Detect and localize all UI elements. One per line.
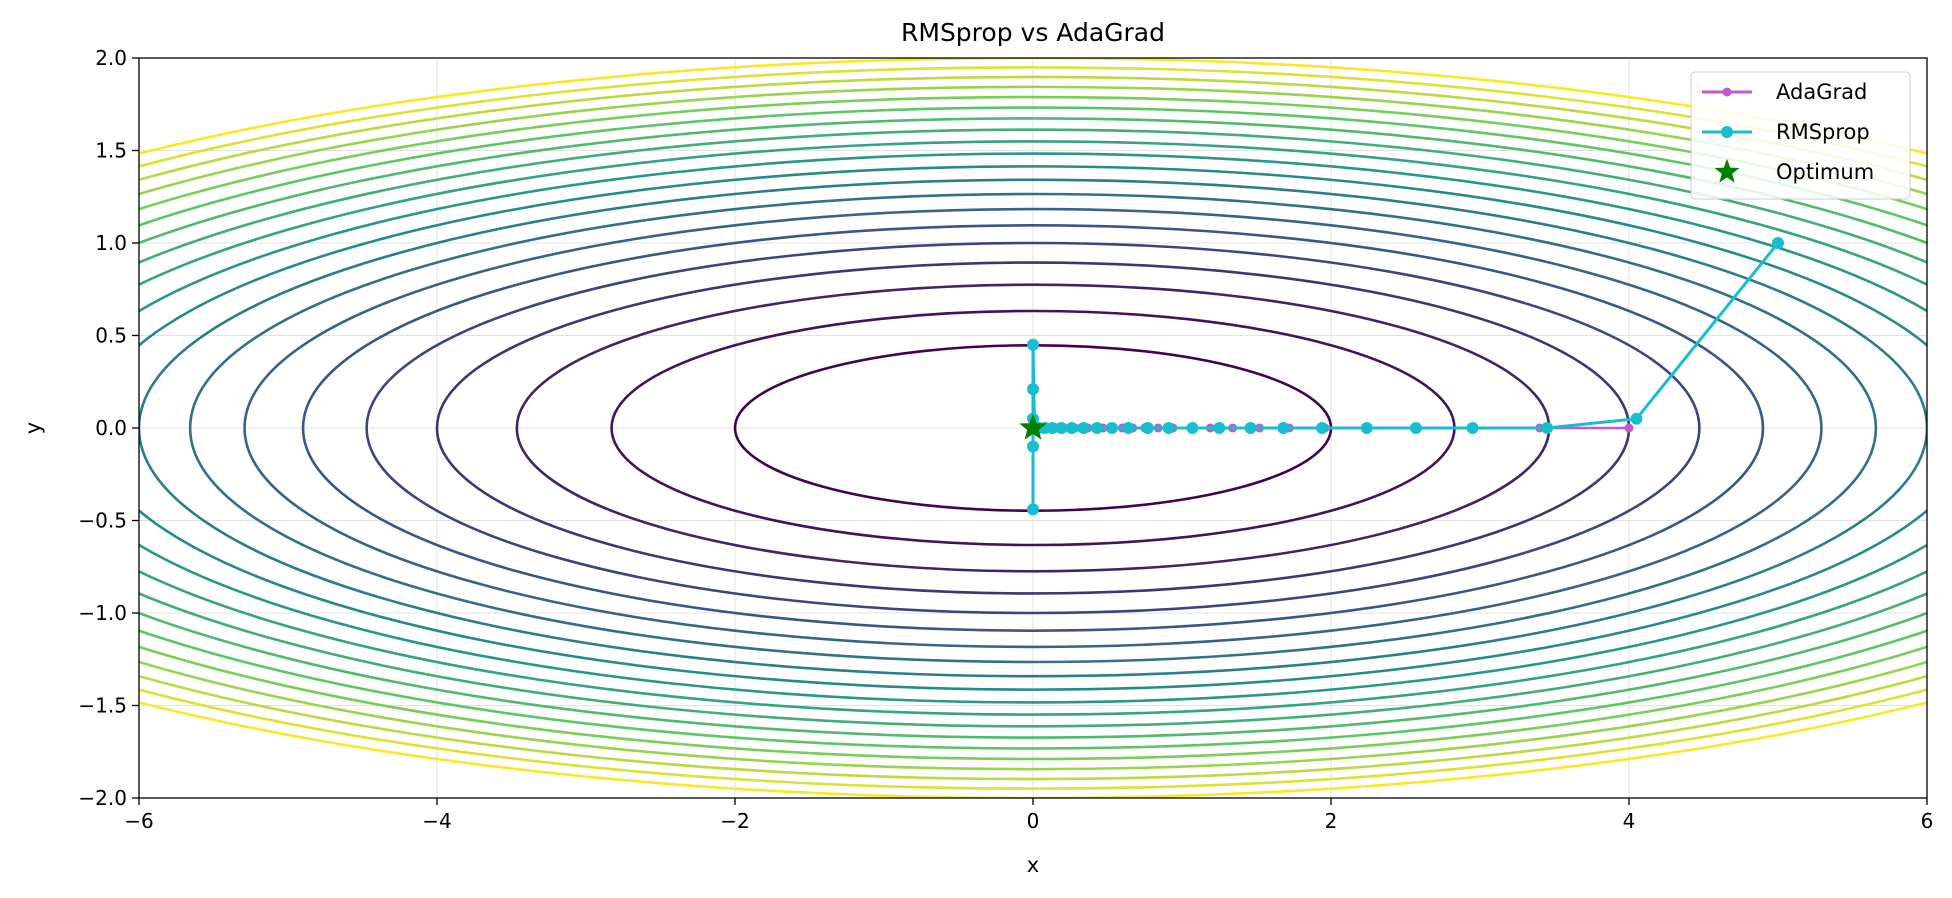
- contour-line: [365, 241, 1701, 615]
- contour-line: [139, 75, 1927, 781]
- data-point: [1027, 338, 1039, 351]
- y-axis-ticks: −2.0 −1.5 −1.0 −0.5 0.0 0.5 1.0 1.5 2.0: [78, 46, 139, 810]
- contour-line: [139, 152, 1927, 704]
- y-tick-label: −2.0: [78, 786, 127, 810]
- data-point: [1105, 422, 1118, 434]
- data-point: [1027, 440, 1039, 453]
- data-point: [1141, 422, 1154, 434]
- y-tick-label: 0.5: [95, 324, 127, 348]
- legend-marker: [1722, 87, 1732, 97]
- data-point: [1077, 422, 1090, 434]
- data-point: [1162, 422, 1175, 434]
- legend-item-adagrad: AdaGrad: [1702, 80, 1867, 104]
- contour-line: [139, 66, 1927, 790]
- legend-marker: [1721, 126, 1733, 138]
- contour-line: [139, 128, 1927, 728]
- legend-label: RMSprop: [1776, 120, 1870, 144]
- data-point: [1091, 422, 1104, 434]
- contour-line: [139, 178, 1927, 678]
- data-point: [1213, 422, 1226, 434]
- legend-item-rmsprop: RMSprop: [1702, 120, 1870, 144]
- y-tick-label: −1.0: [78, 601, 127, 625]
- contour-line: [139, 140, 1927, 716]
- x-tick-label: 0: [1027, 809, 1040, 833]
- contour-line: [188, 192, 1878, 664]
- y-tick-label: 1.5: [95, 139, 127, 163]
- contour-line: [139, 85, 1927, 771]
- data-point: [1055, 422, 1068, 434]
- data-point: [1360, 422, 1373, 434]
- contour-line: [243, 207, 1823, 649]
- data-point: [1316, 422, 1329, 434]
- y-tick-label: 2.0: [95, 46, 127, 70]
- contour-line: [139, 165, 1927, 691]
- legend-label: AdaGrad: [1776, 80, 1867, 104]
- data-point: [1244, 422, 1257, 434]
- contour-line: [301, 224, 1765, 632]
- data-point: [1186, 422, 1199, 434]
- data-point: [1277, 422, 1290, 434]
- contour-line: [139, 95, 1927, 761]
- x-tick-label: −6: [124, 809, 153, 833]
- data-point: [1122, 422, 1135, 434]
- data-point: [1409, 422, 1422, 434]
- x-tick-label: 4: [1623, 809, 1636, 833]
- data-point: [1027, 383, 1039, 396]
- x-tick-label: −2: [720, 809, 749, 833]
- contour-line: [139, 117, 1927, 739]
- y-tick-label: 1.0: [95, 231, 127, 255]
- data-point: [1065, 422, 1078, 434]
- x-axis-label: x: [1027, 853, 1039, 877]
- data-point: [1466, 422, 1479, 434]
- contour-lines: [139, 58, 1927, 798]
- x-tick-label: −4: [422, 809, 451, 833]
- data-point: [1630, 412, 1643, 425]
- legend-box: [1690, 71, 1911, 200]
- x-tick-label: 2: [1325, 809, 1338, 833]
- x-axis-ticks: −6 −4 −2 0 2 4 6: [124, 798, 1933, 833]
- data-point: [1624, 423, 1634, 433]
- x-tick-label: 6: [1921, 809, 1934, 833]
- annotation-layer: [1019, 413, 1047, 440]
- optimum-star-icon: [1019, 413, 1047, 440]
- legend-item-optimum: Optimum: [1714, 159, 1874, 184]
- contour-line: [139, 106, 1927, 750]
- y-tick-label: −0.5: [78, 509, 127, 533]
- chart-title: RMSprop vs AdaGrad: [901, 18, 1165, 47]
- y-tick-label: 0.0: [95, 416, 127, 440]
- data-point: [1541, 422, 1554, 434]
- data-point: [1772, 237, 1784, 249]
- y-tick-label: −1.5: [78, 694, 127, 718]
- legend-star-icon: [1714, 159, 1740, 183]
- legend: AdaGrad RMSprop Optimum: [1690, 71, 1911, 200]
- legend-label: Optimum: [1776, 160, 1874, 184]
- y-axis-label: y: [21, 422, 45, 434]
- data-point: [1027, 503, 1039, 516]
